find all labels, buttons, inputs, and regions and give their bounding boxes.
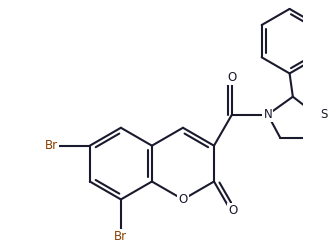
- Text: O: O: [228, 204, 238, 217]
- Text: N: N: [263, 108, 272, 121]
- Text: O: O: [178, 193, 187, 206]
- Text: S: S: [320, 108, 328, 121]
- Text: O: O: [227, 71, 236, 84]
- Text: Br: Br: [45, 139, 58, 152]
- Text: Br: Br: [114, 230, 128, 243]
